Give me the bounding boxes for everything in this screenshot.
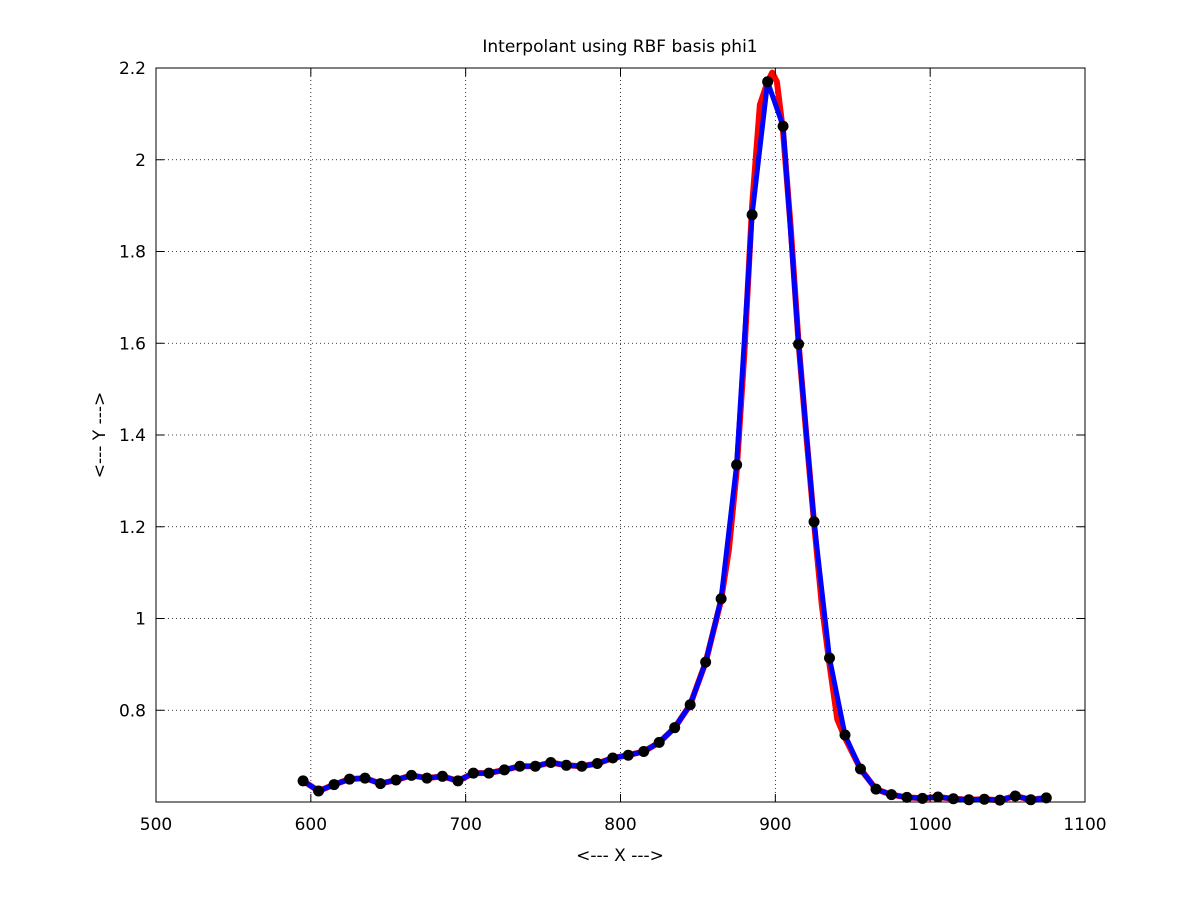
y-tick-label: 2.2 bbox=[119, 59, 146, 79]
data-point bbox=[669, 722, 681, 734]
data-point bbox=[452, 775, 464, 787]
y-tick-label: 1.8 bbox=[119, 243, 146, 263]
data-point bbox=[762, 76, 774, 88]
data-point bbox=[545, 757, 557, 769]
data-point bbox=[529, 760, 541, 772]
data-point bbox=[653, 736, 665, 748]
axis-ticks: 500 600 700 800 900 1000 1100 0.8 1 1.2 1.4 1.6 1.8 2… bbox=[119, 59, 1107, 835]
data-point bbox=[313, 785, 325, 797]
y-tick-label: 1 bbox=[135, 610, 146, 630]
data-point bbox=[344, 773, 356, 785]
y-tick-label: 0.8 bbox=[119, 701, 146, 721]
data-point bbox=[514, 760, 526, 772]
data-point bbox=[1040, 792, 1052, 804]
data-point bbox=[916, 792, 928, 804]
data-point bbox=[932, 791, 944, 803]
x-tick-label: 800 bbox=[604, 815, 636, 835]
data-point bbox=[700, 656, 712, 668]
data-point bbox=[607, 752, 619, 764]
data-point bbox=[793, 338, 805, 350]
data-point bbox=[483, 767, 495, 779]
data-point bbox=[390, 774, 402, 786]
data-point bbox=[885, 789, 897, 801]
data-point bbox=[375, 778, 387, 790]
data-point bbox=[560, 759, 572, 771]
data-point bbox=[576, 760, 588, 772]
data-point bbox=[405, 769, 417, 781]
data-point bbox=[901, 791, 913, 803]
data-point bbox=[467, 767, 479, 779]
y-axis-label: <--- Y ---> bbox=[90, 392, 110, 479]
grid bbox=[156, 68, 1085, 802]
data-point bbox=[328, 779, 340, 791]
x-tick-label: 900 bbox=[759, 815, 791, 835]
x-tick-label: 1100 bbox=[1063, 815, 1106, 835]
y-tick-label: 1.4 bbox=[119, 426, 146, 446]
data-point bbox=[839, 729, 851, 741]
data-point bbox=[622, 749, 634, 761]
y-tick-label: 2 bbox=[135, 151, 146, 171]
y-tick-label: 1.2 bbox=[119, 518, 146, 538]
data-point bbox=[591, 757, 603, 769]
data-point bbox=[854, 763, 866, 775]
data-point bbox=[1025, 794, 1037, 806]
data-point bbox=[421, 772, 433, 784]
data-point bbox=[498, 764, 510, 776]
data-point bbox=[824, 652, 836, 664]
data-point bbox=[715, 593, 727, 605]
data-point bbox=[684, 699, 696, 711]
chart-title: Interpolant using RBF basis phi1 bbox=[482, 37, 757, 57]
data-point bbox=[963, 794, 975, 806]
data-point bbox=[359, 772, 371, 784]
plot-series bbox=[297, 69, 1052, 806]
data-point bbox=[870, 783, 882, 795]
data-point bbox=[777, 120, 789, 132]
data-point bbox=[638, 746, 650, 758]
data-point bbox=[808, 516, 820, 528]
data-point bbox=[994, 794, 1006, 806]
data-point bbox=[947, 793, 959, 805]
x-axis-label: <--- X ---> bbox=[576, 846, 664, 866]
data-point bbox=[746, 209, 758, 221]
data-point bbox=[436, 770, 448, 782]
data-point bbox=[731, 459, 743, 471]
x-tick-label: 1000 bbox=[909, 815, 952, 835]
x-tick-label: 600 bbox=[295, 815, 327, 835]
data-point bbox=[1009, 790, 1021, 802]
y-tick-label: 1.6 bbox=[119, 334, 146, 354]
x-tick-label: 500 bbox=[140, 815, 172, 835]
x-tick-label: 700 bbox=[449, 815, 481, 835]
data-point bbox=[978, 793, 990, 805]
data-point bbox=[297, 775, 309, 787]
